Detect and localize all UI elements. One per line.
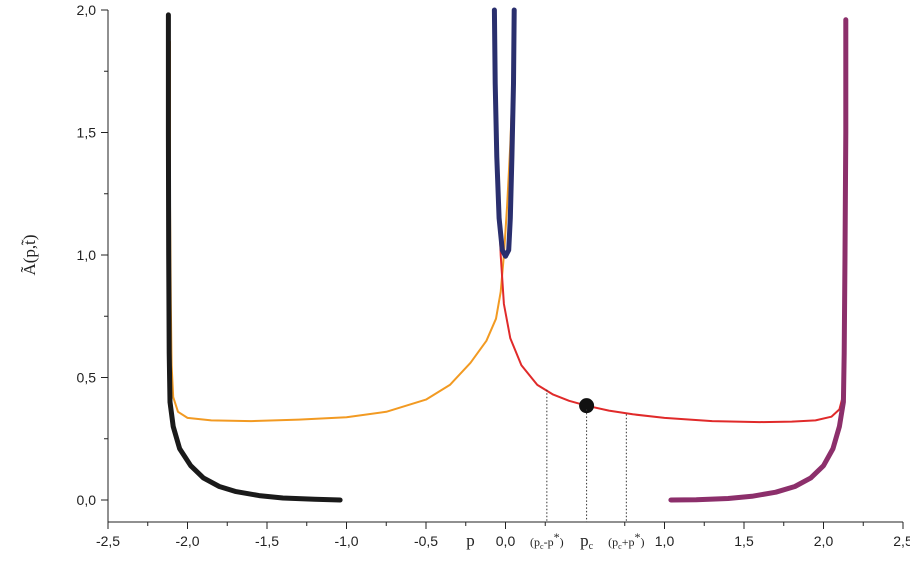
x-annotation: (pc-p*) — [530, 530, 564, 551]
plot-area — [165, 7, 849, 503]
x-tick-label: -1,5 — [255, 533, 279, 549]
series-line-1 — [169, 9, 516, 423]
x-annotation: pc — [580, 531, 594, 552]
series-line-5 — [668, 17, 849, 503]
x-tick-label: -1,0 — [334, 533, 358, 549]
y-axis-label: Ã(p,t̃) — [20, 234, 39, 275]
series-line-4 — [491, 7, 517, 259]
x-tick-label: 1,5 — [734, 533, 754, 549]
y-tick-label: 1,5 — [77, 125, 97, 141]
x-annotation: (pc+p*) — [608, 530, 644, 551]
x-tick-label: 0,0 — [496, 533, 516, 549]
annotations: p (pc-p*) pc (pc+p*) — [466, 389, 645, 552]
x-annotation: p — [466, 531, 475, 550]
axes: -2,5 -2,0 -1,5 -1,0 -0,5 0,0 1,0 1,5 2,0 2,5 0,0 0,… — [77, 2, 910, 549]
y-tick-label: 0,5 — [77, 370, 97, 386]
x-tick-label: -2,5 — [96, 533, 120, 549]
series-line-2 — [494, 9, 847, 424]
y-tick-label: 2,0 — [77, 2, 97, 18]
x-tick-label: 1,0 — [655, 533, 675, 549]
critical-point-marker — [579, 398, 595, 414]
x-tick-label: 2,5 — [893, 533, 910, 549]
y-tick-label: 0,0 — [77, 492, 97, 508]
x-tick-label: -2,0 — [175, 533, 199, 549]
x-tick-label: 2,0 — [814, 533, 834, 549]
y-tick-label: 1,0 — [77, 247, 97, 263]
series-line-3 — [165, 12, 343, 503]
x-tick-label: -0,5 — [414, 533, 438, 549]
